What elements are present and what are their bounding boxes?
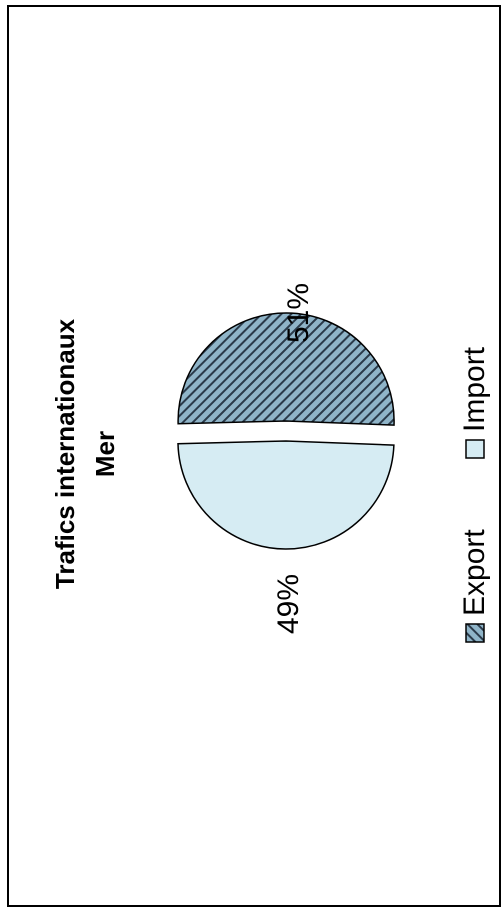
pie-slice-export <box>177 312 395 426</box>
pie <box>177 312 395 550</box>
slice-label-import: 49% <box>272 574 305 634</box>
legend: Export Import <box>458 346 491 643</box>
slice-label-export: 51% <box>282 283 315 343</box>
chart-title-line-1: Trafics internationaux <box>50 318 80 589</box>
legend-label-import: Import <box>458 346 491 432</box>
chart-title-line-2: Mer <box>90 431 120 477</box>
legend-label-export: Export <box>458 529 491 616</box>
pie-slice-import <box>177 440 395 550</box>
legend-swatch-import <box>465 439 485 459</box>
chart-title: Trafics internationaux Mer <box>50 318 120 589</box>
legend-swatch-export <box>465 623 485 643</box>
